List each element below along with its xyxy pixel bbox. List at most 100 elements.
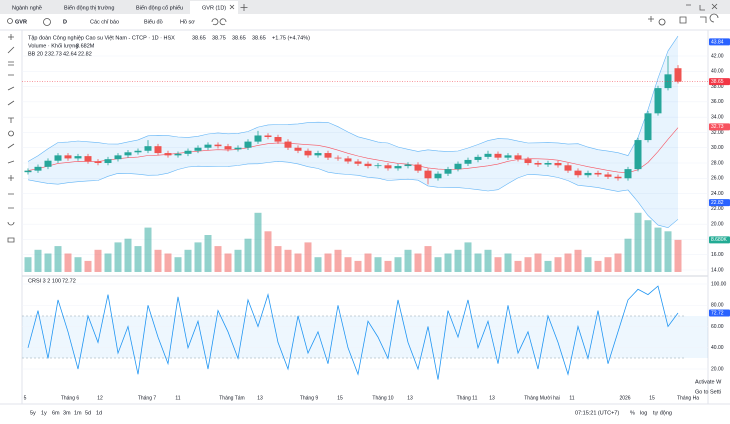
price-tick-label: 40.00: [711, 69, 724, 75]
candle-body: [234, 147, 242, 150]
chart-type[interactable]: Biểu đồ: [144, 18, 163, 25]
candle-body: [344, 158, 352, 162]
tab[interactable]: Biến động cổ phiếu: [136, 4, 183, 11]
candle-body: [634, 140, 642, 170]
candle-body: [474, 156, 482, 160]
volume-bar: [94, 249, 102, 272]
price-tick-label: 24.00: [711, 191, 724, 197]
candle-body: [224, 146, 232, 150]
volume-bar: [394, 257, 402, 272]
candle-body: [74, 156, 82, 159]
price-marker: [709, 199, 730, 207]
candle-body: [34, 166, 42, 171]
interval[interactable]: D: [63, 19, 67, 25]
legend-high: 38.75: [212, 35, 226, 41]
candle-body: [334, 157, 342, 159]
volume-bar: [614, 253, 622, 272]
range-button[interactable]: 1y: [41, 410, 47, 416]
candle-body: [104, 159, 112, 163]
volume-bar: [574, 249, 582, 272]
price-marker: [709, 123, 730, 131]
time-label: 15: [649, 395, 655, 401]
volume-bar: [84, 260, 92, 272]
range-button[interactable]: 5d: [85, 410, 91, 416]
candle-body: [254, 135, 262, 142]
volume-bar: [134, 246, 142, 272]
candle-body: [564, 165, 572, 171]
time-label: 15: [337, 395, 343, 401]
profile[interactable]: Hồ sơ: [180, 19, 195, 25]
range-button[interactable]: 6m: [52, 410, 60, 416]
price-tick-label: 14.00: [711, 267, 724, 273]
volume-bar: [624, 238, 632, 272]
candle-body: [594, 172, 602, 175]
candle-body: [94, 161, 102, 163]
volume-bar: [114, 242, 122, 272]
add-icon[interactable]: [43, 18, 51, 26]
log-toggle[interactable]: log: [640, 410, 647, 416]
volume-bar: [484, 249, 492, 272]
volume-bar: [384, 260, 392, 272]
volume-bar: [514, 260, 522, 272]
volume-bar: [224, 253, 232, 272]
drawing-tools[interactable]: [7, 34, 15, 243]
candle-body: [614, 176, 622, 179]
candle-body: [264, 135, 272, 138]
price-marker-label: 32.73: [711, 124, 724, 130]
search-icon: [7, 18, 13, 24]
price-tick-label: 32.00: [711, 130, 724, 136]
range-button[interactable]: 3m: [63, 410, 71, 416]
price-tick-label: 36.00: [711, 99, 724, 105]
volume-bar: [264, 231, 272, 272]
volume-bar: [204, 235, 212, 272]
window-icons[interactable]: [686, 3, 718, 11]
tab[interactable]: Ngành nghề: [12, 5, 42, 11]
auto-toggle[interactable]: tự động: [653, 410, 672, 416]
indicators[interactable]: Các chỉ báo: [90, 18, 119, 25]
volume-bar: [44, 253, 52, 272]
range-button[interactable]: 1d: [96, 410, 102, 416]
time-label: Tháng Mười hai: [524, 395, 560, 401]
range-button[interactable]: 5y: [30, 410, 36, 416]
volume-value: 8.682M: [76, 43, 95, 49]
symbol[interactable]: GVR: [15, 19, 27, 25]
toolbar-right-icons[interactable]: [648, 13, 719, 26]
tab[interactable]: GVR (1D): [202, 5, 226, 11]
price-marker-label: 22.82: [711, 200, 724, 206]
candle-body: [204, 144, 212, 148]
volume-bar: [424, 246, 432, 272]
price-marker-label: 8.680K: [711, 237, 728, 243]
rsi-label: CRSI 3 2 100: [28, 278, 61, 284]
legend-close: 38.65: [252, 35, 266, 41]
bb-fill: [28, 36, 678, 228]
candle-body: [384, 165, 392, 169]
price-marker: [709, 309, 730, 317]
active-tab[interactable]: [190, 1, 238, 14]
tab-icons[interactable]: [229, 4, 248, 11]
candle-body: [64, 155, 72, 159]
candle-body: [554, 163, 562, 166]
volume-bar: [604, 257, 612, 272]
volume-bar: [334, 249, 342, 272]
candle-body: [214, 144, 222, 147]
percent-toggle[interactable]: %: [630, 410, 635, 416]
candle-body: [534, 163, 542, 165]
candle-body: [44, 160, 52, 167]
candle-body: [524, 159, 532, 163]
volume-bar: [164, 253, 172, 272]
candle-body: [624, 169, 632, 179]
price-tick-label: 30.00: [711, 145, 724, 151]
candle-body: [304, 150, 312, 156]
undo-redo[interactable]: [211, 18, 227, 26]
volume-bar: [34, 249, 42, 272]
volume-bar: [664, 231, 672, 272]
candle-body: [84, 156, 92, 162]
volume-bar: [494, 257, 502, 272]
volume-bar: [184, 249, 192, 272]
range-button[interactable]: 1m: [74, 410, 82, 416]
candle-body: [494, 153, 502, 158]
candle-body: [244, 141, 252, 148]
rsi-tick-label: 80.00: [711, 303, 724, 309]
tab[interactable]: Biến động thị trường: [64, 5, 114, 11]
volume-bar: [414, 253, 422, 272]
